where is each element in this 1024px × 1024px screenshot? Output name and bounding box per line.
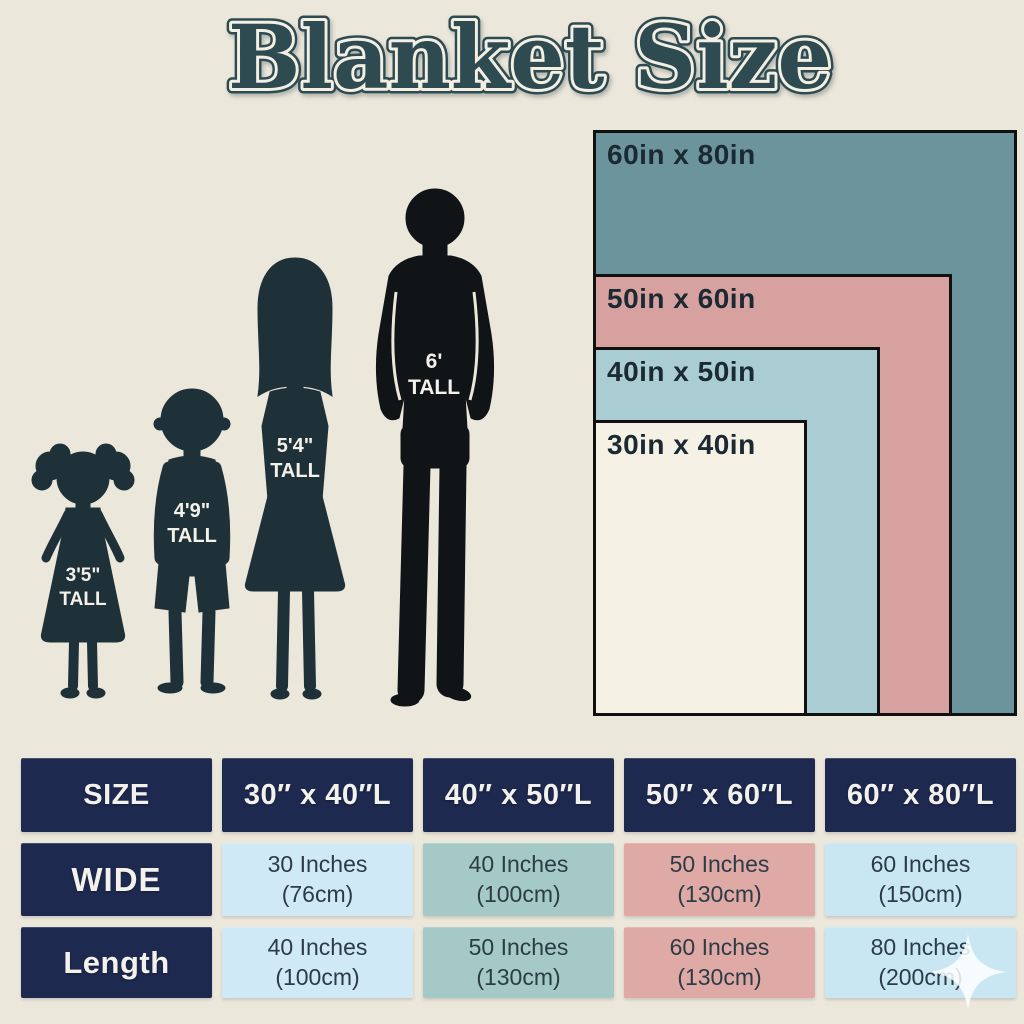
blanket-label-40x50: 40in x 50in	[607, 356, 756, 387]
column-header-30x40: 30″ x 40″L	[222, 758, 413, 832]
size-table-corner-header: SIZE	[21, 758, 212, 832]
cell-wide-60x80-inches: 60 Inches	[870, 850, 971, 877]
cell-wide-60x80-cm: (150cm)	[878, 880, 963, 907]
page-title-text: Blanket Size	[228, 5, 832, 109]
cell-length-30x40: 40 Inches (100cm)	[222, 927, 413, 998]
woman-silhouette	[244, 257, 346, 700]
blanket-rect-30x40: 30in x 40in	[593, 420, 807, 716]
cell-wide-30x40-cm: (76cm)	[281, 880, 354, 907]
figure-boy: 4'9" TALL	[143, 376, 241, 708]
boy-height-value: 4'9"	[173, 499, 211, 522]
cell-length-40x50: 50 Inches (130cm)	[423, 927, 614, 998]
girl-silhouette	[31, 443, 135, 699]
cell-wide-30x40: 30 Inches (76cm)	[222, 843, 413, 916]
blanket-label-50x60: 50in x 60in	[607, 283, 756, 314]
boy-silhouette	[153, 388, 231, 694]
blanket-label-30x40: 30in x 40in	[607, 429, 756, 460]
blanket-label-60x80: 60in x 80in	[607, 139, 756, 170]
boy-tall-text: TALL	[167, 524, 217, 547]
girl-tall-text: TALL	[59, 588, 107, 610]
row-label-length: Length	[21, 927, 212, 998]
man-height-label: 6' TALL	[408, 349, 460, 402]
cell-wide-30x40-inches: 30 Inches	[267, 850, 368, 877]
cell-length-50x60-cm: (130cm)	[677, 963, 762, 990]
cell-wide-40x50-inches: 40 Inches	[468, 850, 569, 877]
figure-woman: 5'4" TALL	[236, 256, 354, 712]
cell-wide-40x50-cm: (100cm)	[476, 880, 561, 907]
cell-length-50x60: 60 Inches (130cm)	[624, 927, 815, 998]
cell-wide-40x50: 40 Inches (100cm)	[423, 843, 614, 916]
cell-length-50x60-inches: 60 Inches	[669, 933, 770, 960]
cell-length-60x80-inches: 80 Inches	[870, 933, 971, 960]
cell-length-40x50-cm: (130cm)	[476, 963, 561, 990]
page-title-outline-outer: Blanket Size	[228, 5, 832, 109]
size-table: SIZE 30″ x 40″L 40″ x 50″L 50″ x 60″L 60…	[21, 758, 1016, 998]
cell-wide-50x60-inches: 50 Inches	[669, 850, 770, 877]
boy-height-label: 4'9" TALL	[167, 499, 217, 549]
cell-length-30x40-cm: (100cm)	[275, 963, 360, 990]
cell-wide-50x60-cm: (130cm)	[677, 880, 762, 907]
column-header-40x50: 40″ x 50″L	[423, 758, 614, 832]
man-silhouette	[375, 188, 495, 707]
page-title-outline-inner: Blanket Size	[228, 5, 832, 109]
figure-man: 6' TALL	[353, 184, 515, 716]
row-label-wide: WIDE	[21, 843, 212, 916]
cell-wide-50x60: 50 Inches (130cm)	[624, 843, 815, 916]
column-header-60x80: 60″ x 80″L	[825, 758, 1016, 832]
sparkle-icon	[929, 933, 1007, 1011]
cell-wide-60x80: 60 Inches (150cm)	[825, 843, 1016, 916]
girl-height-label: 3'5" TALL	[59, 564, 106, 612]
figure-girl: 3'5" TALL	[30, 436, 136, 708]
man-tall-text: TALL	[407, 376, 461, 400]
woman-tall-text: TALL	[270, 459, 320, 482]
girl-height-value: 3'5"	[65, 564, 101, 586]
cell-length-30x40-inches: 40 Inches	[267, 933, 368, 960]
man-height-value: 6'	[425, 349, 443, 373]
column-header-50x60: 50″ x 60″L	[624, 758, 815, 832]
woman-height-value: 5'4"	[276, 434, 314, 457]
woman-height-label: 5'4" TALL	[270, 434, 320, 484]
cell-length-40x50-inches: 50 Inches	[468, 933, 569, 960]
page-title: Blanket Size Blanket Size Blanket Size	[223, 0, 838, 115]
